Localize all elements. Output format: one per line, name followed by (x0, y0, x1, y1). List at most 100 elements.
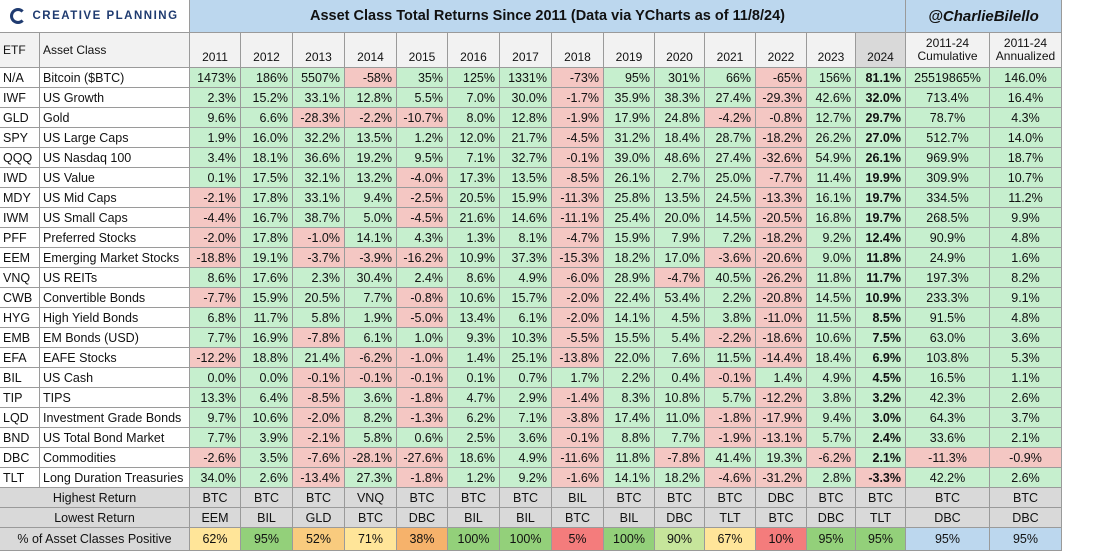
column-header-year: 2023 (807, 33, 856, 68)
return-cell: 20.5% (448, 188, 500, 208)
return-cell: 19.2% (345, 148, 397, 168)
etf-ticker: TLT (0, 468, 40, 488)
return-cell: -28.3% (293, 108, 345, 128)
return-cell: 301% (655, 68, 705, 88)
asset-class-name: US Growth (40, 88, 190, 108)
return-cell: 19.1% (241, 248, 293, 268)
return-cell: -3.7% (293, 248, 345, 268)
asset-class-name: US Cash (40, 368, 190, 388)
cumulative-return-cell: 64.3% (906, 408, 990, 428)
summary-cell: BTC (500, 488, 552, 508)
annualized-return-cell: 4.8% (990, 308, 1062, 328)
return-cell: 13.4% (448, 308, 500, 328)
summary-cell: BTC (856, 488, 906, 508)
return-cell: 10.8% (655, 388, 705, 408)
return-cell: 27.3% (345, 468, 397, 488)
return-cell: 24.8% (655, 108, 705, 128)
summary-cell: 90% (655, 528, 705, 551)
page-title: Asset Class Total Returns Since 2011 (Da… (190, 0, 906, 33)
return-cell: 19.7% (856, 188, 906, 208)
return-cell: 26.1% (604, 168, 655, 188)
return-cell: 6.8% (190, 308, 241, 328)
return-cell: 4.9% (500, 448, 552, 468)
return-cell: 18.2% (655, 468, 705, 488)
return-cell: 5.0% (345, 208, 397, 228)
cumulative-return-cell: 42.3% (906, 388, 990, 408)
return-cell: 5.7% (807, 428, 856, 448)
column-header-year: 2015 (397, 33, 448, 68)
return-cell: 1.4% (756, 368, 807, 388)
annualized-return-cell: 18.7% (990, 148, 1062, 168)
etf-ticker: TIP (0, 388, 40, 408)
return-cell: -7.6% (293, 448, 345, 468)
etf-ticker: PFF (0, 228, 40, 248)
return-cell: 14.1% (604, 308, 655, 328)
return-cell: 35.9% (604, 88, 655, 108)
cumulative-return-cell: 16.5% (906, 368, 990, 388)
return-cell: 11.7% (856, 268, 906, 288)
return-cell: 9.7% (190, 408, 241, 428)
return-cell: 1.2% (448, 468, 500, 488)
return-cell: 0.0% (190, 368, 241, 388)
etf-ticker: IWD (0, 168, 40, 188)
return-cell: 186% (241, 68, 293, 88)
return-cell: -13.8% (552, 348, 604, 368)
return-cell: 2.4% (397, 268, 448, 288)
annualized-return-cell: 3.6% (990, 328, 1062, 348)
cumulative-return-cell: 309.9% (906, 168, 990, 188)
return-cell: 19.9% (856, 168, 906, 188)
return-cell: -20.6% (756, 248, 807, 268)
return-cell: 14.1% (345, 228, 397, 248)
etf-ticker: CWB (0, 288, 40, 308)
return-cell: 9.2% (807, 228, 856, 248)
cumulative-return-cell: 713.4% (906, 88, 990, 108)
return-cell: 14.6% (500, 208, 552, 228)
return-cell: -0.1% (552, 428, 604, 448)
return-cell: 17.5% (241, 168, 293, 188)
return-cell: 12.4% (856, 228, 906, 248)
return-cell: 5.8% (345, 428, 397, 448)
etf-ticker: IWM (0, 208, 40, 228)
return-cell: 0.6% (397, 428, 448, 448)
etf-ticker: GLD (0, 108, 40, 128)
return-cell: 17.0% (655, 248, 705, 268)
return-cell: -0.1% (397, 368, 448, 388)
return-cell: 39.0% (604, 148, 655, 168)
return-cell: 8.5% (856, 308, 906, 328)
return-cell: 8.2% (345, 408, 397, 428)
annualized-return-cell: 10.7% (990, 168, 1062, 188)
return-cell: 20.5% (293, 288, 345, 308)
asset-class-name: US Total Bond Market (40, 428, 190, 448)
summary-cumulative-cell: DBC (906, 508, 990, 528)
return-cell: -4.7% (655, 268, 705, 288)
summary-cumulative-cell: 95% (906, 528, 990, 551)
summary-cell: 10% (756, 528, 807, 551)
return-cell: -4.4% (190, 208, 241, 228)
return-cell: 34.0% (190, 468, 241, 488)
return-cell: -15.3% (552, 248, 604, 268)
summary-cell: BIL (604, 508, 655, 528)
annualized-return-cell: 146.0% (990, 68, 1062, 88)
return-cell: 8.8% (604, 428, 655, 448)
return-cell: 4.9% (500, 268, 552, 288)
column-header-year: 2022 (756, 33, 807, 68)
return-cell: 11.8% (856, 248, 906, 268)
return-cell: -1.8% (705, 408, 756, 428)
summary-label: % of Asset Classes Positive (0, 528, 190, 551)
return-cell: 40.5% (705, 268, 756, 288)
return-cell: -12.2% (190, 348, 241, 368)
return-cell: -31.2% (756, 468, 807, 488)
return-cell: 22.4% (604, 288, 655, 308)
etf-ticker: EMB (0, 328, 40, 348)
summary-cell: VNQ (345, 488, 397, 508)
return-cell: 0.0% (241, 368, 293, 388)
column-header-year: 2012 (241, 33, 293, 68)
return-cell: 3.4% (190, 148, 241, 168)
return-cell: 8.6% (190, 268, 241, 288)
return-cell: -32.6% (756, 148, 807, 168)
return-cell: 41.4% (705, 448, 756, 468)
summary-cell: GLD (293, 508, 345, 528)
return-cell: 25.0% (705, 168, 756, 188)
return-cell: 21.7% (500, 128, 552, 148)
etf-ticker: BND (0, 428, 40, 448)
